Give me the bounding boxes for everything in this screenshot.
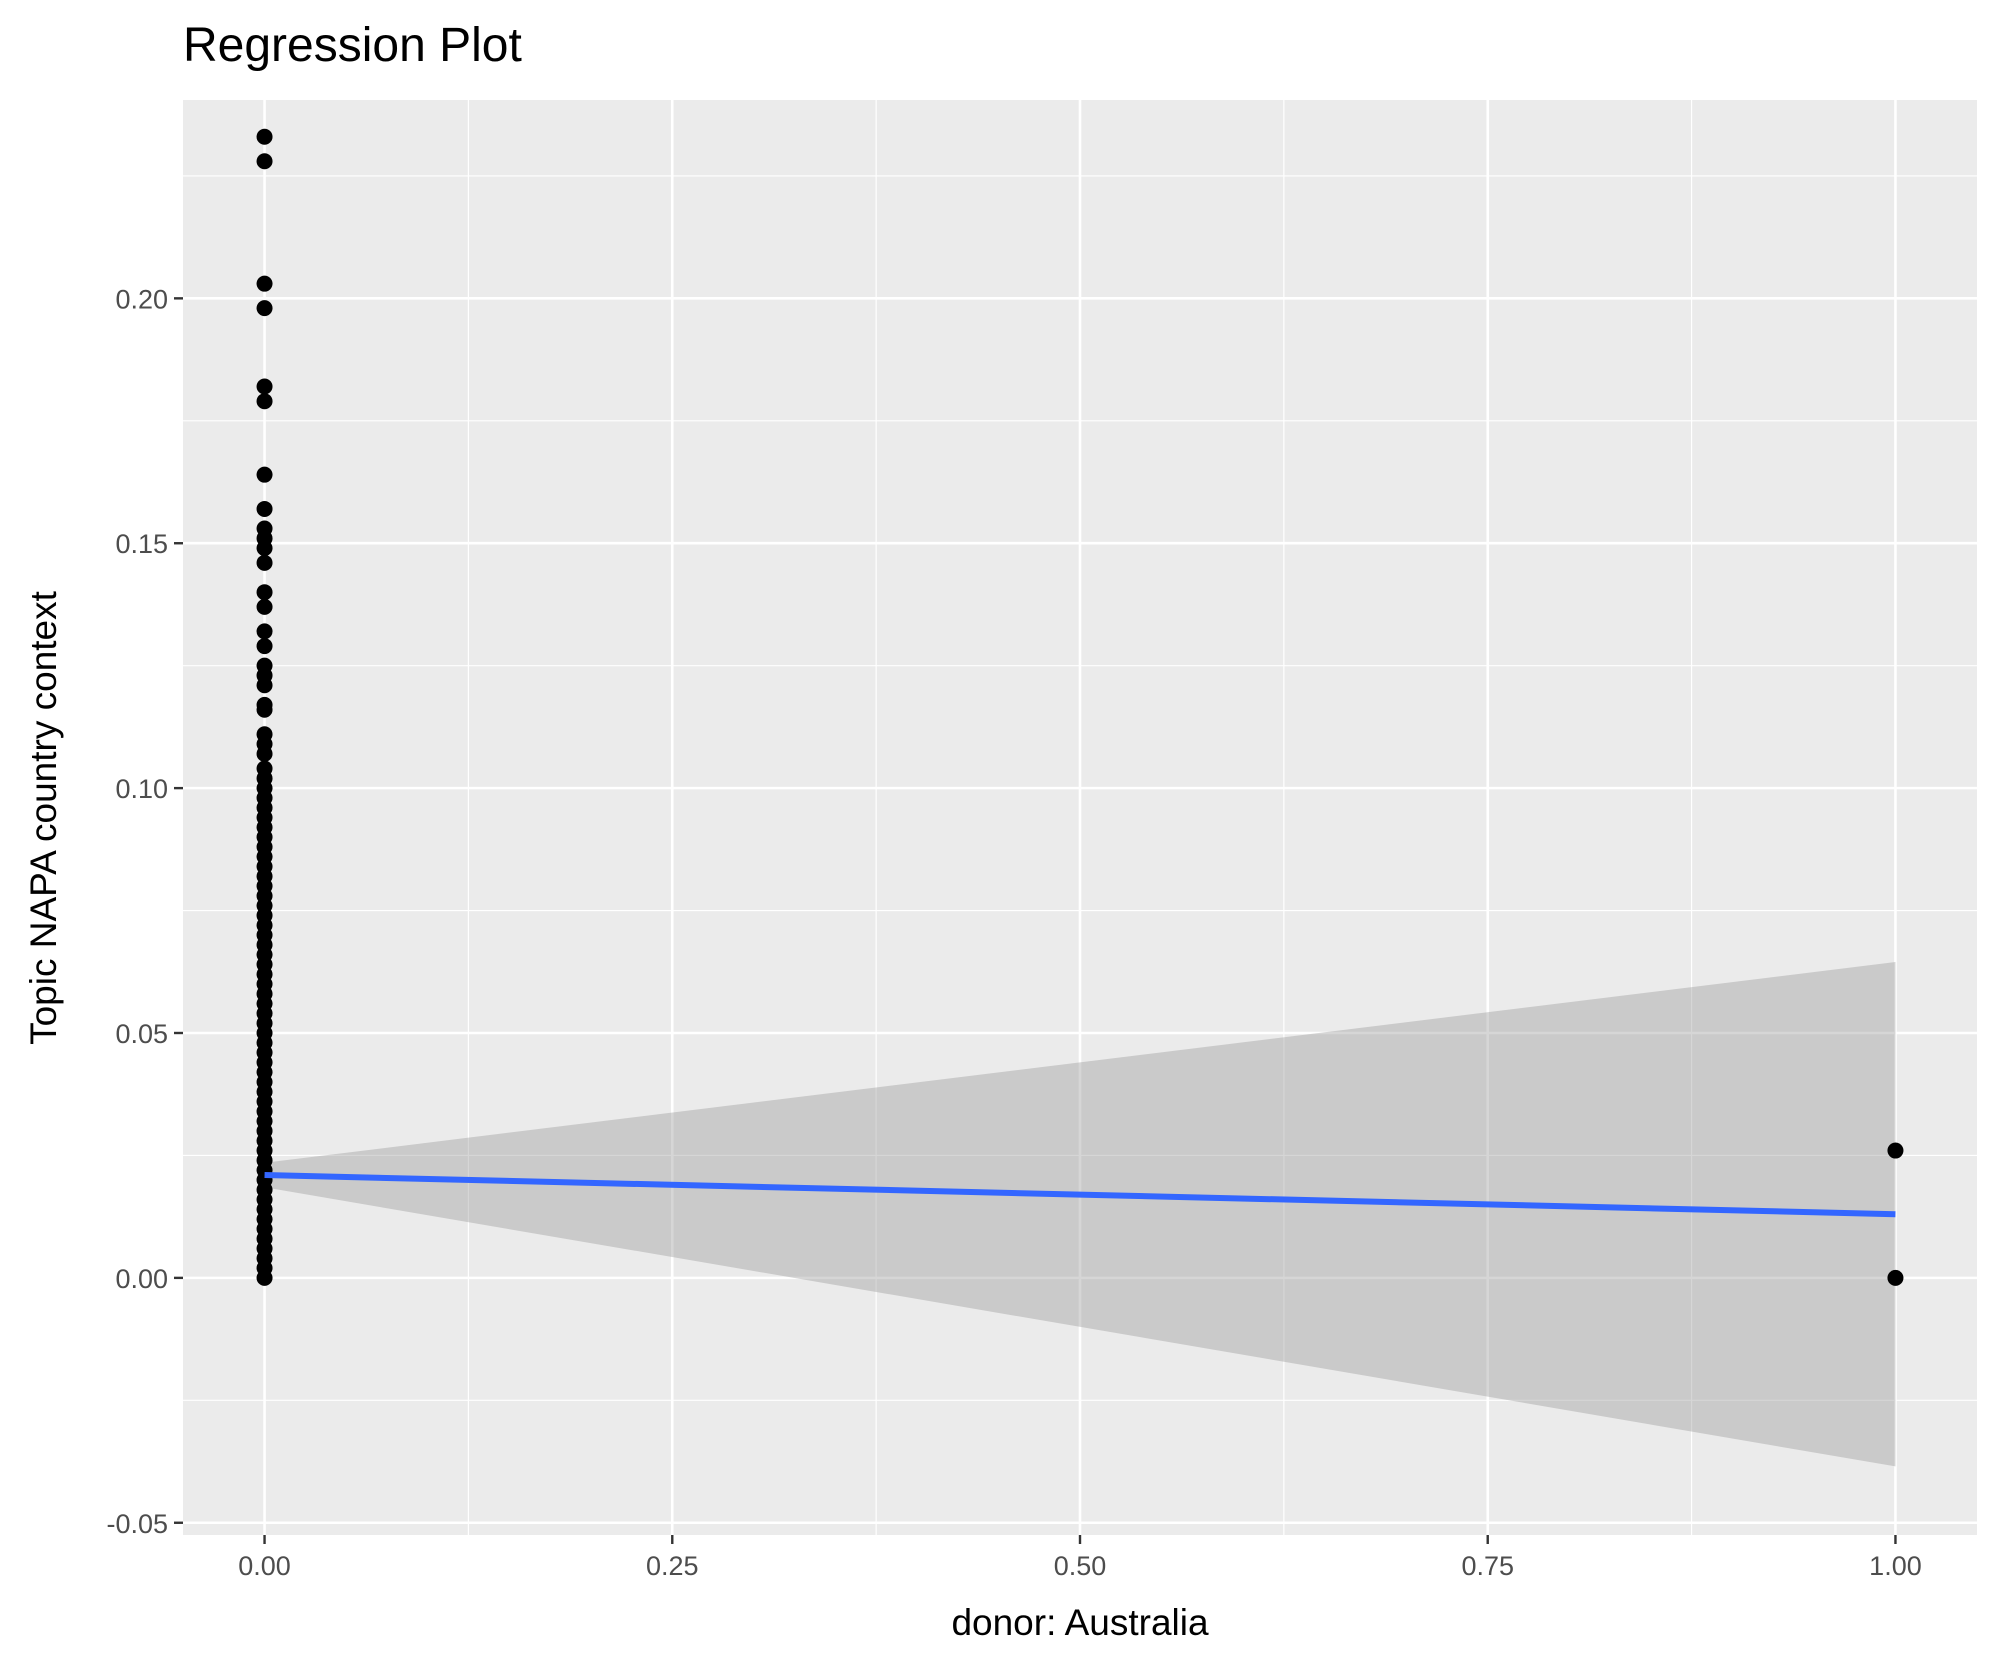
data-point [256, 677, 273, 694]
chart-title: Regression Plot [183, 19, 522, 72]
data-point [256, 584, 273, 601]
x-tick-label: 0.75 [1461, 1551, 1514, 1581]
y-tick-label: 0.00 [115, 1264, 168, 1294]
data-point [256, 554, 273, 571]
data-point [256, 128, 273, 145]
x-tick-label: 0.00 [238, 1551, 291, 1581]
y-axis-title: Topic NAPA country context [23, 590, 64, 1045]
data-point [256, 500, 273, 517]
confidence-band [264, 961, 1896, 1467]
y-tick-label: 0.20 [115, 284, 168, 314]
x-tick-label: 0.50 [1054, 1551, 1107, 1581]
data-point [256, 275, 273, 292]
data-point [256, 745, 273, 762]
y-axis: -0.05 0.00 0.05 0.10 0.15 0.20 [106, 284, 183, 1539]
data-point [1887, 1142, 1904, 1159]
data-point [1887, 1269, 1904, 1286]
data-point [256, 153, 273, 170]
data-point [256, 300, 273, 317]
data-point [256, 1269, 273, 1286]
x-tick-label: 1.00 [1869, 1551, 1922, 1581]
y-tick-label: -0.05 [106, 1509, 168, 1539]
x-tick-label: 0.25 [646, 1551, 699, 1581]
data-point [256, 466, 273, 483]
x-axis-title: donor: Australia [951, 1602, 1209, 1643]
data-point [256, 540, 273, 557]
y-tick-label: 0.15 [115, 529, 168, 559]
data-point [256, 378, 273, 395]
data-point [256, 701, 273, 718]
data-points [256, 128, 1904, 1286]
confidence-ribbon [264, 961, 1896, 1467]
y-tick-label: 0.10 [115, 774, 168, 804]
data-point [256, 623, 273, 640]
x-axis: 0.00 0.25 0.50 0.75 1.00 [238, 1535, 1922, 1581]
data-point [256, 598, 273, 615]
y-tick-label: 0.05 [115, 1019, 168, 1049]
data-point [256, 638, 273, 655]
regression-fit-line [264, 1172, 1896, 1218]
data-point [256, 393, 273, 410]
fit-line-layer [264, 1172, 1896, 1218]
